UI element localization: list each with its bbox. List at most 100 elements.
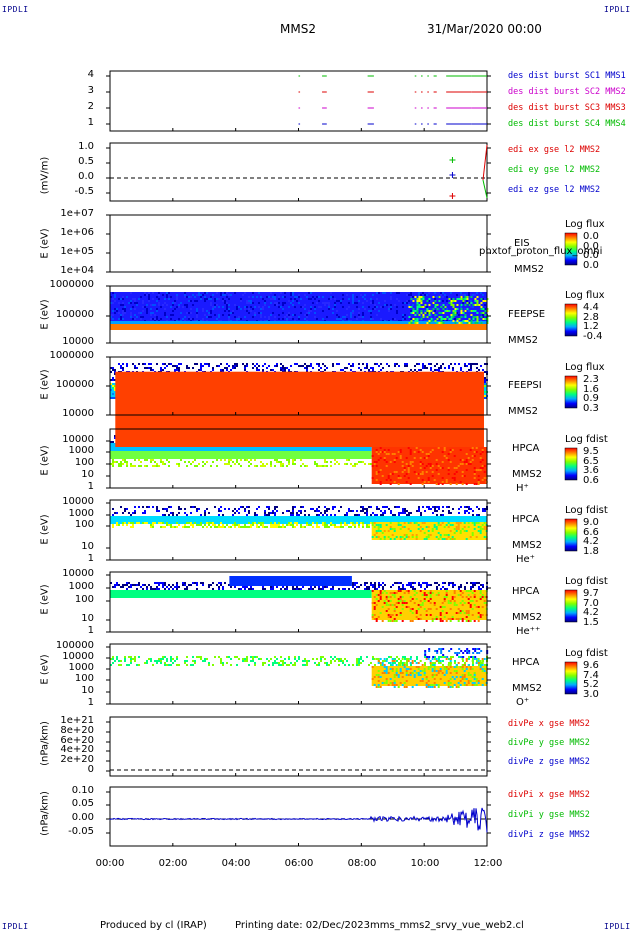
hpca_hepp-colorbar-value-1: 7.0 bbox=[583, 597, 599, 609]
corner-label-bottom-left: IPDLI bbox=[2, 922, 29, 931]
hpca-hepp-late-texture bbox=[371, 590, 488, 622]
corner-label-top-left: IPDLI bbox=[2, 5, 29, 14]
divpe-legend-0: divPe x gse MMS2 bbox=[508, 719, 590, 729]
feepse-colorbar-value-1: 2.8 bbox=[583, 311, 599, 323]
hpca_o-colorbar bbox=[564, 661, 578, 695]
hpca_hepp-ytick-4: 1 bbox=[87, 625, 94, 636]
hpca_h-ytick-1: 1000 bbox=[68, 445, 94, 456]
hpca-o-top bbox=[424, 648, 489, 658]
hpca_o-ytick-2: 1000 bbox=[68, 662, 94, 673]
feepsi-colorbar-value-0: 2.3 bbox=[583, 374, 599, 385]
hpca_hepp-side-1: MMS2 bbox=[512, 612, 542, 623]
feepsi-colorbar bbox=[564, 375, 578, 409]
hpca-he-lower bbox=[112, 522, 372, 528]
feepse-ytick-2: 10000 bbox=[62, 336, 94, 347]
hpca_hepp-ytick-1: 1000 bbox=[68, 581, 94, 592]
feepse-colorbar-value-2: 1.2 bbox=[583, 321, 599, 332]
hpca_h-side-1: MMS2 bbox=[512, 469, 542, 480]
corner-label-top-right: IPDLI bbox=[604, 5, 630, 14]
burst-legend-0: des dist burst SC1 MMS1 bbox=[508, 71, 626, 81]
divpi-ytick-2: 0.00 bbox=[71, 812, 94, 823]
eis-ytick-0: 1e+07 bbox=[60, 208, 94, 219]
eis-ytick-3: 1e+04 bbox=[60, 265, 94, 276]
feepsi-colorbar-value-1: 1.6 bbox=[583, 383, 599, 395]
hpca-o-late-texture bbox=[371, 658, 488, 688]
corner-label-bottom-right: IPDLI bbox=[604, 922, 630, 931]
hpca_hepp-colorbar-value-2: 4.2 bbox=[583, 607, 599, 618]
hpca_hepp-ytick-2: 100 bbox=[74, 594, 94, 605]
x-tick-0: 00:00 bbox=[95, 858, 125, 869]
divpe-ytick-4: 2e+20 bbox=[60, 754, 94, 765]
divpi-ytick-0: 0.10 bbox=[71, 785, 94, 796]
edi-ey-tail bbox=[482, 179, 488, 199]
divpe-ytick-1: 8e+20 bbox=[60, 725, 94, 736]
date-title: 31/Mar/2020 00:00 bbox=[427, 22, 542, 36]
x-tick-4: 08:00 bbox=[347, 858, 377, 869]
hpca_h-colorbar-value-0: 9.5 bbox=[583, 446, 599, 457]
hpca_o-side-1: MMS2 bbox=[512, 683, 542, 694]
hpca_he-colorbar-title: Log fdist bbox=[565, 505, 608, 516]
burst-frame bbox=[109, 70, 488, 132]
hpca_h-ytick-0: 10000 bbox=[62, 434, 94, 445]
hpca_h-colorbar bbox=[564, 447, 578, 481]
eis-overlay-text: phxtof_proton_flux_omni bbox=[479, 246, 603, 257]
divpe-frame bbox=[109, 716, 488, 777]
hpca_hepp-ytick-0: 10000 bbox=[62, 568, 94, 579]
footer-produced: Produced by cl (IRAP) bbox=[100, 920, 207, 931]
divpe-legend-2: divPe z gse MMS2 bbox=[508, 757, 590, 767]
eis-side-0: EIS bbox=[514, 238, 530, 249]
divpe-ytick-5: 0 bbox=[87, 764, 94, 775]
eis-colorbar-value-2: 0.0 bbox=[583, 250, 599, 261]
edi-ytick-0: 1.0 bbox=[78, 141, 94, 152]
feepse-burst bbox=[408, 296, 489, 324]
hpca_he-ytick-3: 10 bbox=[81, 541, 94, 552]
feepse-ytick-1: 100000 bbox=[55, 309, 94, 320]
hpca_o-ytick-3: 100 bbox=[74, 673, 94, 684]
hpca-he-late-texture bbox=[371, 522, 488, 540]
hpca-hepp-band bbox=[110, 590, 372, 598]
eis-colorbar-value-3: 0.0 bbox=[583, 259, 599, 271]
hpca_h-colorbar-value-3: 0.6 bbox=[583, 474, 599, 486]
divpi-ytick-1: 0.05 bbox=[71, 798, 94, 809]
x-tick-1: 02:00 bbox=[158, 858, 188, 869]
hpca_he-ytick-4: 1 bbox=[87, 553, 94, 564]
divpe-ytick-0: 1e+21 bbox=[60, 715, 94, 726]
eis-colorbar bbox=[564, 232, 578, 266]
eis-colorbar-title: Log flux bbox=[565, 219, 605, 230]
hpca_o-colorbar-value-3: 3.0 bbox=[583, 688, 599, 700]
hpca_o-colorbar-title: Log fdist bbox=[565, 648, 608, 659]
hpca_o-ytick-4: 10 bbox=[81, 685, 94, 696]
divpi-legend-1: divPi y gse MMS2 bbox=[508, 810, 590, 820]
feepse-ytick-0: 1000000 bbox=[49, 279, 94, 290]
divpi-legend-2: divPi z gse MMS2 bbox=[508, 830, 590, 840]
hpca_hepp-ytick-3: 10 bbox=[81, 613, 94, 624]
burst-ytick-1: 3 bbox=[87, 85, 94, 96]
hpca_he-colorbar-value-0: 9.0 bbox=[583, 517, 599, 528]
feepse-colorbar-value-3: -0.4 bbox=[583, 330, 603, 342]
burst-legend-1: des dist burst SC2 MMS2 bbox=[508, 87, 626, 97]
feepsi-colorbar-value-3: 0.3 bbox=[583, 402, 599, 414]
feepsi-colorbar-value-2: 0.9 bbox=[583, 393, 599, 404]
hpca_o-side-2: O⁺ bbox=[516, 697, 530, 708]
hpca_he-colorbar bbox=[564, 518, 578, 552]
edi-ex-tail bbox=[482, 144, 488, 181]
burst-ytick-3: 1 bbox=[87, 117, 94, 128]
edi-frame bbox=[109, 142, 488, 202]
divpi-ytick-3: -0.05 bbox=[68, 826, 94, 837]
hpca_o-ytick-1: 10000 bbox=[62, 651, 94, 662]
feepse-side-1: MMS2 bbox=[508, 335, 538, 346]
edi-legend-1: edi ey gse l2 MMS2 bbox=[508, 165, 601, 175]
feepse-low-band bbox=[110, 324, 487, 330]
hpca_o-ytick-5: 1 bbox=[87, 697, 94, 708]
x-tick-5: 10:00 bbox=[410, 858, 440, 869]
eis-colorbar-value-1: 0.0 bbox=[583, 240, 599, 252]
hpca_h-ytick-3: 10 bbox=[81, 469, 94, 480]
hpca_he-ytick-0: 10000 bbox=[62, 496, 94, 507]
feepse-mid-band bbox=[110, 321, 487, 324]
burst-ytick-0: 4 bbox=[87, 69, 94, 80]
divpi-z-series bbox=[109, 807, 488, 833]
hpca_he-colorbar-value-1: 6.6 bbox=[583, 526, 599, 538]
hpca_h-colorbar-value-1: 6.5 bbox=[583, 455, 599, 467]
spacecraft-title: MMS2 bbox=[280, 22, 316, 36]
hpca-o-band bbox=[110, 656, 488, 666]
